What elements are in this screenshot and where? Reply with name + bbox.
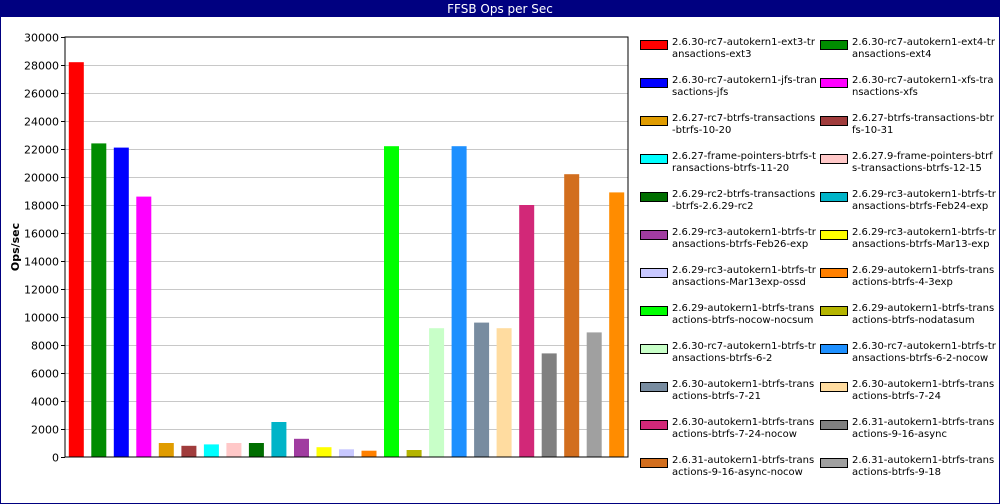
bar [406, 450, 422, 457]
bar [384, 146, 399, 457]
legend-label: 2.6.29-rc3-autokern1-btrfs-transactions-… [852, 189, 996, 212]
legend-label: 2.6.30-rc7-autokern1-btrfs-transactions-… [672, 341, 816, 364]
legend-swatch [820, 268, 848, 278]
legend-swatch [640, 230, 668, 240]
bar [226, 443, 242, 457]
legend-swatch [640, 382, 668, 392]
y-tick-label: 22000 [24, 144, 59, 157]
y-tick-label: 20000 [24, 172, 59, 185]
legend: 2.6.30-rc7-autokern1-ext3-transactions-e… [637, 37, 997, 503]
y-tick-label: 8000 [31, 340, 59, 353]
bar [158, 443, 174, 457]
legend-swatch [640, 268, 668, 278]
legend-label: 2.6.29-autokern1-btrfs-transactions-btrf… [852, 303, 995, 326]
bar [541, 353, 557, 457]
legend-swatch [640, 344, 668, 354]
bar [519, 205, 535, 457]
bar [339, 449, 354, 457]
bar [474, 322, 490, 457]
legend-swatch [820, 420, 848, 430]
legend-label: 2.6.30-rc7-autokern1-btrfs-transactions-… [852, 341, 996, 364]
bar [271, 422, 287, 457]
bar [294, 438, 309, 457]
bar-chart: 0 2000 4000 6000 8000 10000 12000 14000 16000 180… [9, 32, 629, 465]
legend-swatch [820, 116, 848, 126]
legend-label: 2.6.30-rc7-autokern1-ext4-transactions-e… [852, 37, 995, 60]
bar [91, 143, 107, 457]
legend-swatch [820, 154, 848, 164]
chart-title: FFSB Ops per Sec [1, 1, 999, 17]
bars [68, 62, 625, 457]
y-tick-label: 14000 [24, 256, 59, 269]
bar [564, 174, 580, 457]
legend-label: 2.6.27-btrfs-transactions-btrfs-10-31 [852, 113, 994, 136]
y-tick-label: 18000 [24, 200, 59, 213]
legend-label: 2.6.29-autokern1-btrfs-transactions-btrf… [852, 265, 995, 288]
bar [136, 196, 152, 457]
legend-swatch [820, 192, 848, 202]
bar [609, 192, 625, 457]
legend-label: 2.6.31-autokern1-btrfs-transactions-9-16… [852, 417, 995, 440]
bar [248, 443, 264, 457]
y-tick-label: 6000 [31, 368, 59, 381]
legend-label: 2.6.31-autokern1-btrfs-transactions-9-16… [672, 455, 815, 478]
y-axis-label: Ops/sec [9, 223, 22, 271]
legend-swatch [820, 78, 848, 88]
legend-label: 2.6.30-rc7-autokern1-ext3-transactions-e… [672, 37, 815, 60]
legend-swatch [640, 116, 668, 126]
y-tick-label: 0 [52, 452, 59, 465]
y-tick-label: 16000 [24, 228, 59, 241]
plot-border [64, 36, 629, 458]
legend-swatch [640, 192, 668, 202]
legend-label: 2.6.29-rc3-autokern1-btrfs-transactions-… [672, 265, 816, 288]
bar [203, 444, 219, 457]
legend-swatch [820, 458, 848, 468]
legend-label: 2.6.30-autokern1-btrfs-transactions-btrf… [672, 379, 815, 402]
y-tick-label: 26000 [24, 88, 59, 101]
legend-swatch [820, 40, 848, 50]
legend-label: 2.6.30-rc7-autokern1-xfs-transactions-xf… [852, 75, 994, 98]
legend-label: 2.6.30-rc7-autokern1-jfs-transactions-jf… [672, 75, 817, 98]
legend-label: 2.6.29-rc2-btrfs-transactions-btrfs-2.6.… [672, 189, 816, 212]
y-tick-label: 2000 [31, 424, 59, 437]
bar [451, 146, 467, 457]
bar [496, 328, 512, 457]
legend-label: 2.6.30-autokern1-btrfs-transactions-btrf… [672, 417, 815, 440]
legend-swatch [640, 306, 668, 316]
legend-swatch [640, 458, 668, 468]
y-tick-label: 4000 [31, 396, 59, 409]
bar [361, 450, 377, 457]
legend-label: 2.6.31-autokern1-btrfs-transactions-btrf… [852, 455, 995, 478]
legend-label: 2.6.29-autokern1-btrfs-transactions-btrf… [672, 303, 815, 326]
legend-label: 2.6.27-rc7-btrfs-transactions-btrfs-10-2… [672, 113, 816, 136]
legend-swatch [640, 154, 668, 164]
y-tick-label: 24000 [24, 116, 59, 129]
legend-swatch [820, 306, 848, 316]
bar [429, 328, 445, 457]
y-tick-label: 12000 [24, 284, 59, 297]
y-tick-label: 10000 [24, 312, 59, 325]
legend-label: 2.6.30-autokern1-btrfs-transactions-btrf… [852, 379, 995, 402]
legend-swatch [640, 40, 668, 50]
y-tick-label: 28000 [24, 60, 59, 73]
y-axis-ticks: 0 2000 4000 6000 8000 10000 12000 14000 16000 180… [24, 32, 65, 465]
bar [316, 447, 332, 457]
legend-label: 2.6.29-rc3-autokern1-btrfs-transactions-… [852, 227, 996, 250]
legend-label: 2.6.27-frame-pointers-btrfs-transactions… [672, 151, 816, 174]
legend-swatch [640, 420, 668, 430]
legend-swatch [820, 344, 848, 354]
bar [68, 62, 84, 457]
legend-swatch [820, 230, 848, 240]
bar [181, 445, 197, 457]
bar [586, 332, 602, 457]
legend-label: 2.6.29-rc3-autokern1-btrfs-transactions-… [672, 227, 816, 250]
bar [113, 147, 129, 457]
legend-swatch [640, 78, 668, 88]
legend-swatch [820, 382, 848, 392]
y-tick-label: 30000 [24, 32, 59, 45]
legend-label: 2.6.27.9-frame-pointers-btrfs-transactio… [852, 151, 993, 174]
